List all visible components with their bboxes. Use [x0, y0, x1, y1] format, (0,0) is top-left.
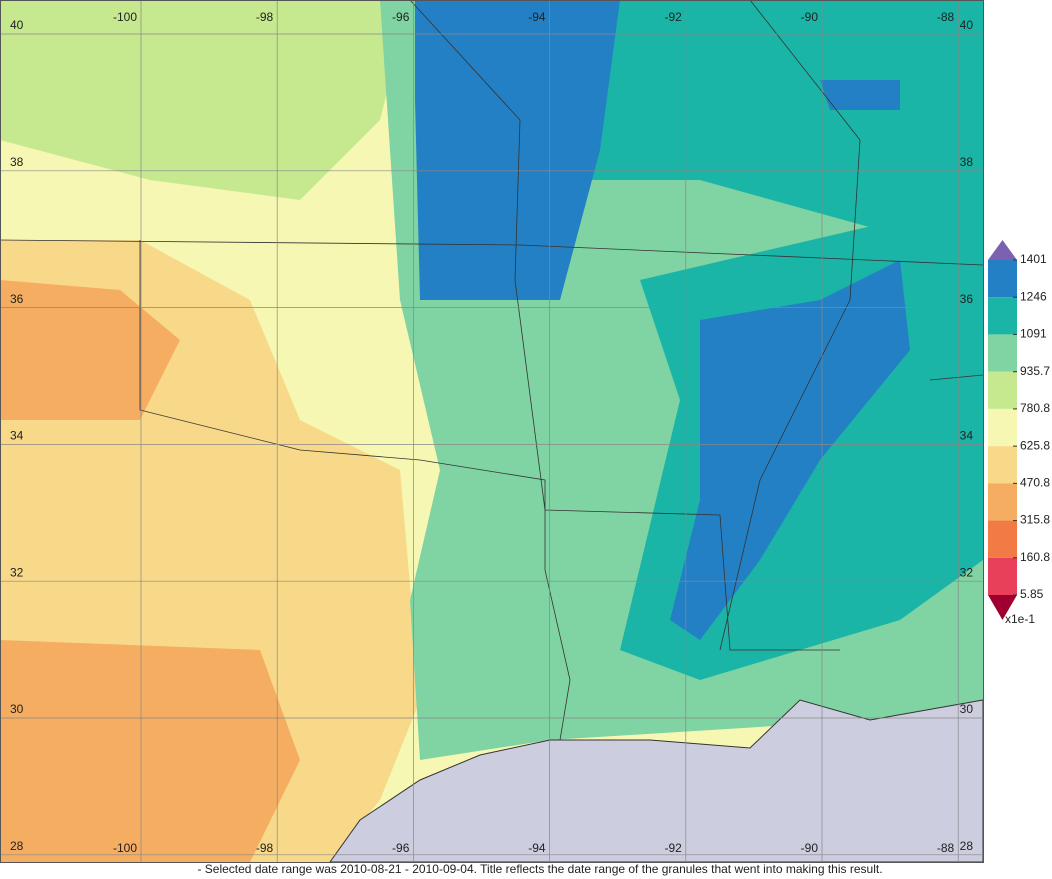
lon-label: -96: [392, 841, 410, 855]
colorbar-label: 935.7: [1020, 364, 1050, 378]
lat-label: 32: [960, 565, 974, 579]
state-border: [929, 374, 984, 381]
lon-label: -94: [528, 841, 546, 855]
colorbar-segment: [988, 260, 1017, 298]
lat-label: 28: [960, 839, 974, 853]
colorbar-label: 1246: [1020, 289, 1047, 303]
colorbar-segment: [988, 297, 1017, 335]
lat-label: 40: [960, 18, 974, 32]
colorbar-label: 625.8: [1020, 438, 1050, 452]
lon-label: -88: [937, 841, 955, 855]
lat-label: 40: [10, 18, 24, 32]
colorbar-segment: [988, 446, 1017, 484]
lat-label: 30: [10, 702, 24, 716]
region: [415, 0, 620, 300]
state-border: [0, 239, 984, 266]
lon-label: -98: [256, 841, 274, 855]
lon-label: -90: [801, 10, 819, 24]
lat-label: 38: [960, 155, 974, 169]
footnote: - Selected date range was 2010-08-21 - 2…: [197, 862, 882, 876]
lat-label: 38: [10, 155, 24, 169]
lon-label: -100: [113, 10, 137, 24]
colorbar-over: [988, 240, 1017, 260]
lon-label: -90: [801, 841, 819, 855]
colorbar-label: 160.8: [1020, 550, 1050, 564]
river-border: [719, 0, 861, 651]
colorbar-unit: x1e-1: [1005, 612, 1035, 626]
region: [670, 260, 910, 640]
lat-label: 32: [10, 565, 24, 579]
region: [540, 0, 983, 230]
region: [0, 280, 180, 420]
region: [0, 0, 410, 200]
state-border: [409, 0, 840, 651]
graticule: -100 -100 -98 -98 -96 -96 -94 -94 -92 -92 -90 -90 -8…: [0, 0, 983, 862]
colorbar-segment: [988, 334, 1017, 372]
lon-label: -98: [256, 10, 274, 24]
map-layer: [0, 0, 984, 863]
region: [0, 640, 300, 862]
state-border: [139, 240, 571, 741]
colorbar-segment: [988, 483, 1017, 521]
colorbar: 1401 1246 1091 935.7 780.8 625.8 470.8 315.8 160…: [988, 240, 1050, 626]
lat-label: 36: [960, 292, 974, 306]
lon-label: -94: [528, 10, 546, 24]
lat-label: 30: [960, 702, 974, 716]
region: [820, 80, 900, 110]
colorbar-label: 470.8: [1020, 476, 1050, 490]
lat-label: 28: [10, 839, 24, 853]
colorbar-label: 1091: [1020, 327, 1047, 341]
lat-label: 36: [10, 292, 24, 306]
colorbar-segment: [988, 371, 1017, 409]
colorbar-segment: [988, 520, 1017, 558]
colorbar-under: [988, 595, 1017, 620]
lon-label: -100: [113, 841, 137, 855]
map-frame: [0, 0, 984, 863]
lon-label: -88: [937, 10, 955, 24]
lat-label: 34: [10, 429, 24, 443]
lon-label: -92: [664, 841, 682, 855]
colorbar-segment: [988, 557, 1017, 595]
lon-label: -96: [392, 10, 410, 24]
lon-label: -92: [664, 10, 682, 24]
colorbar-label: 1401: [1020, 252, 1047, 266]
colorbar-segment: [988, 408, 1017, 447]
lat-label: 34: [960, 429, 974, 443]
colorbar-label: 780.8: [1020, 401, 1050, 415]
colorbar-label: 315.8: [1020, 513, 1050, 527]
colorbar-label: 5.85: [1020, 587, 1044, 601]
